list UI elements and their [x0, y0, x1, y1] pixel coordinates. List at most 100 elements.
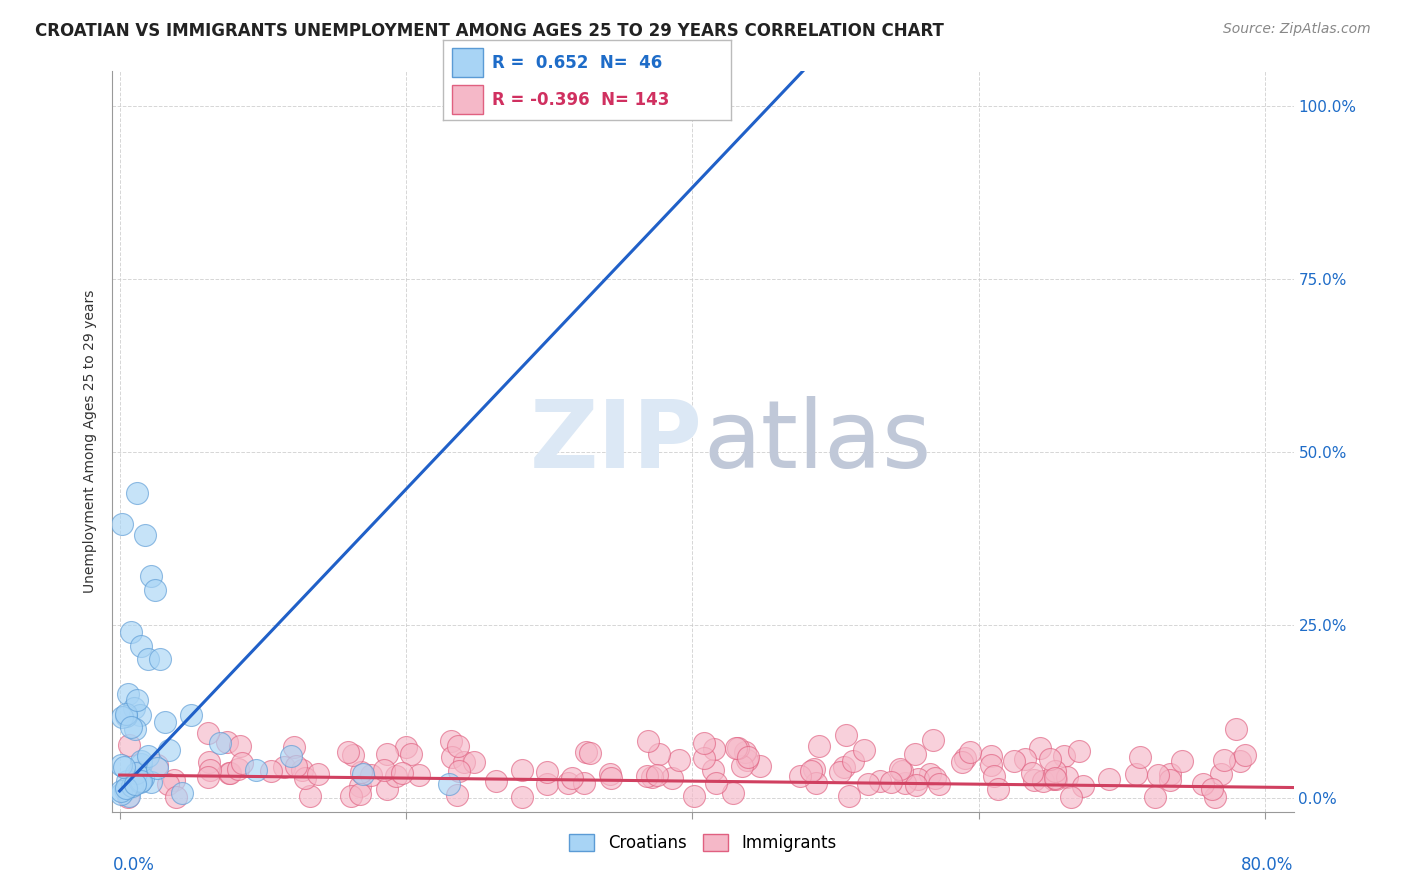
Point	[889, 762, 911, 776]
Point	[1069, 744, 1091, 758]
Point	[117, 790, 139, 805]
Point	[128, 764, 150, 779]
Point	[950, 755, 973, 769]
Point	[1201, 781, 1223, 796]
Point	[219, 766, 242, 780]
Point	[575, 745, 598, 759]
Point	[145, 583, 167, 598]
Point	[125, 486, 148, 500]
Point	[980, 758, 1002, 772]
Point	[1039, 752, 1062, 766]
Point	[114, 782, 136, 797]
Point	[208, 735, 231, 749]
Point	[245, 763, 267, 777]
Point	[408, 768, 430, 782]
Point	[294, 771, 316, 785]
Text: 80.0%: 80.0%	[1241, 856, 1294, 874]
Point	[838, 789, 860, 804]
Point	[283, 740, 305, 755]
Point	[856, 776, 879, 790]
Point	[800, 764, 823, 778]
Point	[349, 787, 371, 801]
Point	[1147, 768, 1170, 782]
Point	[921, 732, 943, 747]
Point	[735, 753, 758, 767]
Point	[599, 767, 621, 781]
Point	[231, 756, 253, 771]
Point	[727, 741, 749, 756]
Point	[1053, 748, 1076, 763]
Point	[129, 754, 152, 768]
Point	[111, 517, 134, 532]
Point	[904, 778, 927, 792]
Legend: Croatians, Immigrants: Croatians, Immigrants	[562, 828, 844, 859]
Point	[226, 763, 249, 777]
Point	[803, 762, 825, 776]
Point	[637, 733, 659, 747]
Point	[110, 787, 132, 801]
Point	[1042, 772, 1064, 787]
Point	[647, 768, 669, 782]
Point	[149, 652, 172, 666]
Point	[1234, 747, 1257, 762]
Point	[830, 765, 852, 780]
Point	[536, 764, 558, 779]
Point	[1045, 772, 1067, 787]
Point	[118, 738, 141, 752]
Point	[125, 693, 148, 707]
Point	[723, 786, 745, 800]
Point	[352, 766, 374, 780]
Point	[260, 764, 283, 778]
Point	[980, 748, 1002, 763]
Point	[114, 706, 136, 721]
Point	[1056, 770, 1078, 784]
Point	[375, 747, 398, 761]
Point	[703, 742, 725, 756]
Point	[157, 777, 180, 791]
Point	[139, 775, 162, 789]
Point	[1225, 722, 1247, 736]
Point	[112, 760, 135, 774]
Point	[1213, 753, 1236, 767]
Point	[197, 726, 219, 740]
Point	[134, 528, 156, 542]
Point	[395, 740, 418, 755]
FancyBboxPatch shape	[451, 85, 484, 114]
Point	[702, 763, 724, 777]
Point	[349, 779, 371, 793]
Point	[1129, 750, 1152, 764]
Point	[668, 753, 690, 767]
Point	[842, 754, 865, 768]
Point	[1043, 764, 1066, 778]
Point	[284, 759, 307, 773]
Point	[852, 743, 875, 757]
Text: Source: ZipAtlas.com: Source: ZipAtlas.com	[1223, 22, 1371, 37]
Point	[155, 714, 177, 729]
Y-axis label: Unemployment Among Ages 25 to 29 years: Unemployment Among Ages 25 to 29 years	[83, 290, 97, 593]
Point	[893, 776, 915, 790]
Point	[1028, 740, 1050, 755]
Point	[724, 741, 747, 756]
Point	[307, 767, 329, 781]
Point	[832, 759, 855, 773]
Point	[1125, 766, 1147, 780]
Point	[291, 763, 314, 777]
Point	[441, 749, 464, 764]
Point	[157, 743, 180, 757]
Point	[440, 734, 463, 748]
Point	[918, 766, 941, 780]
Point	[447, 764, 470, 779]
Point	[342, 747, 364, 762]
Point	[730, 759, 752, 773]
Point	[693, 736, 716, 750]
Point	[572, 776, 595, 790]
Point	[748, 759, 770, 773]
Point	[1021, 766, 1043, 780]
Text: ZIP: ZIP	[530, 395, 703, 488]
Point	[340, 789, 363, 804]
Point	[170, 786, 193, 800]
Point	[447, 739, 470, 753]
Point	[648, 747, 671, 762]
Point	[928, 776, 950, 790]
Point	[350, 765, 373, 780]
